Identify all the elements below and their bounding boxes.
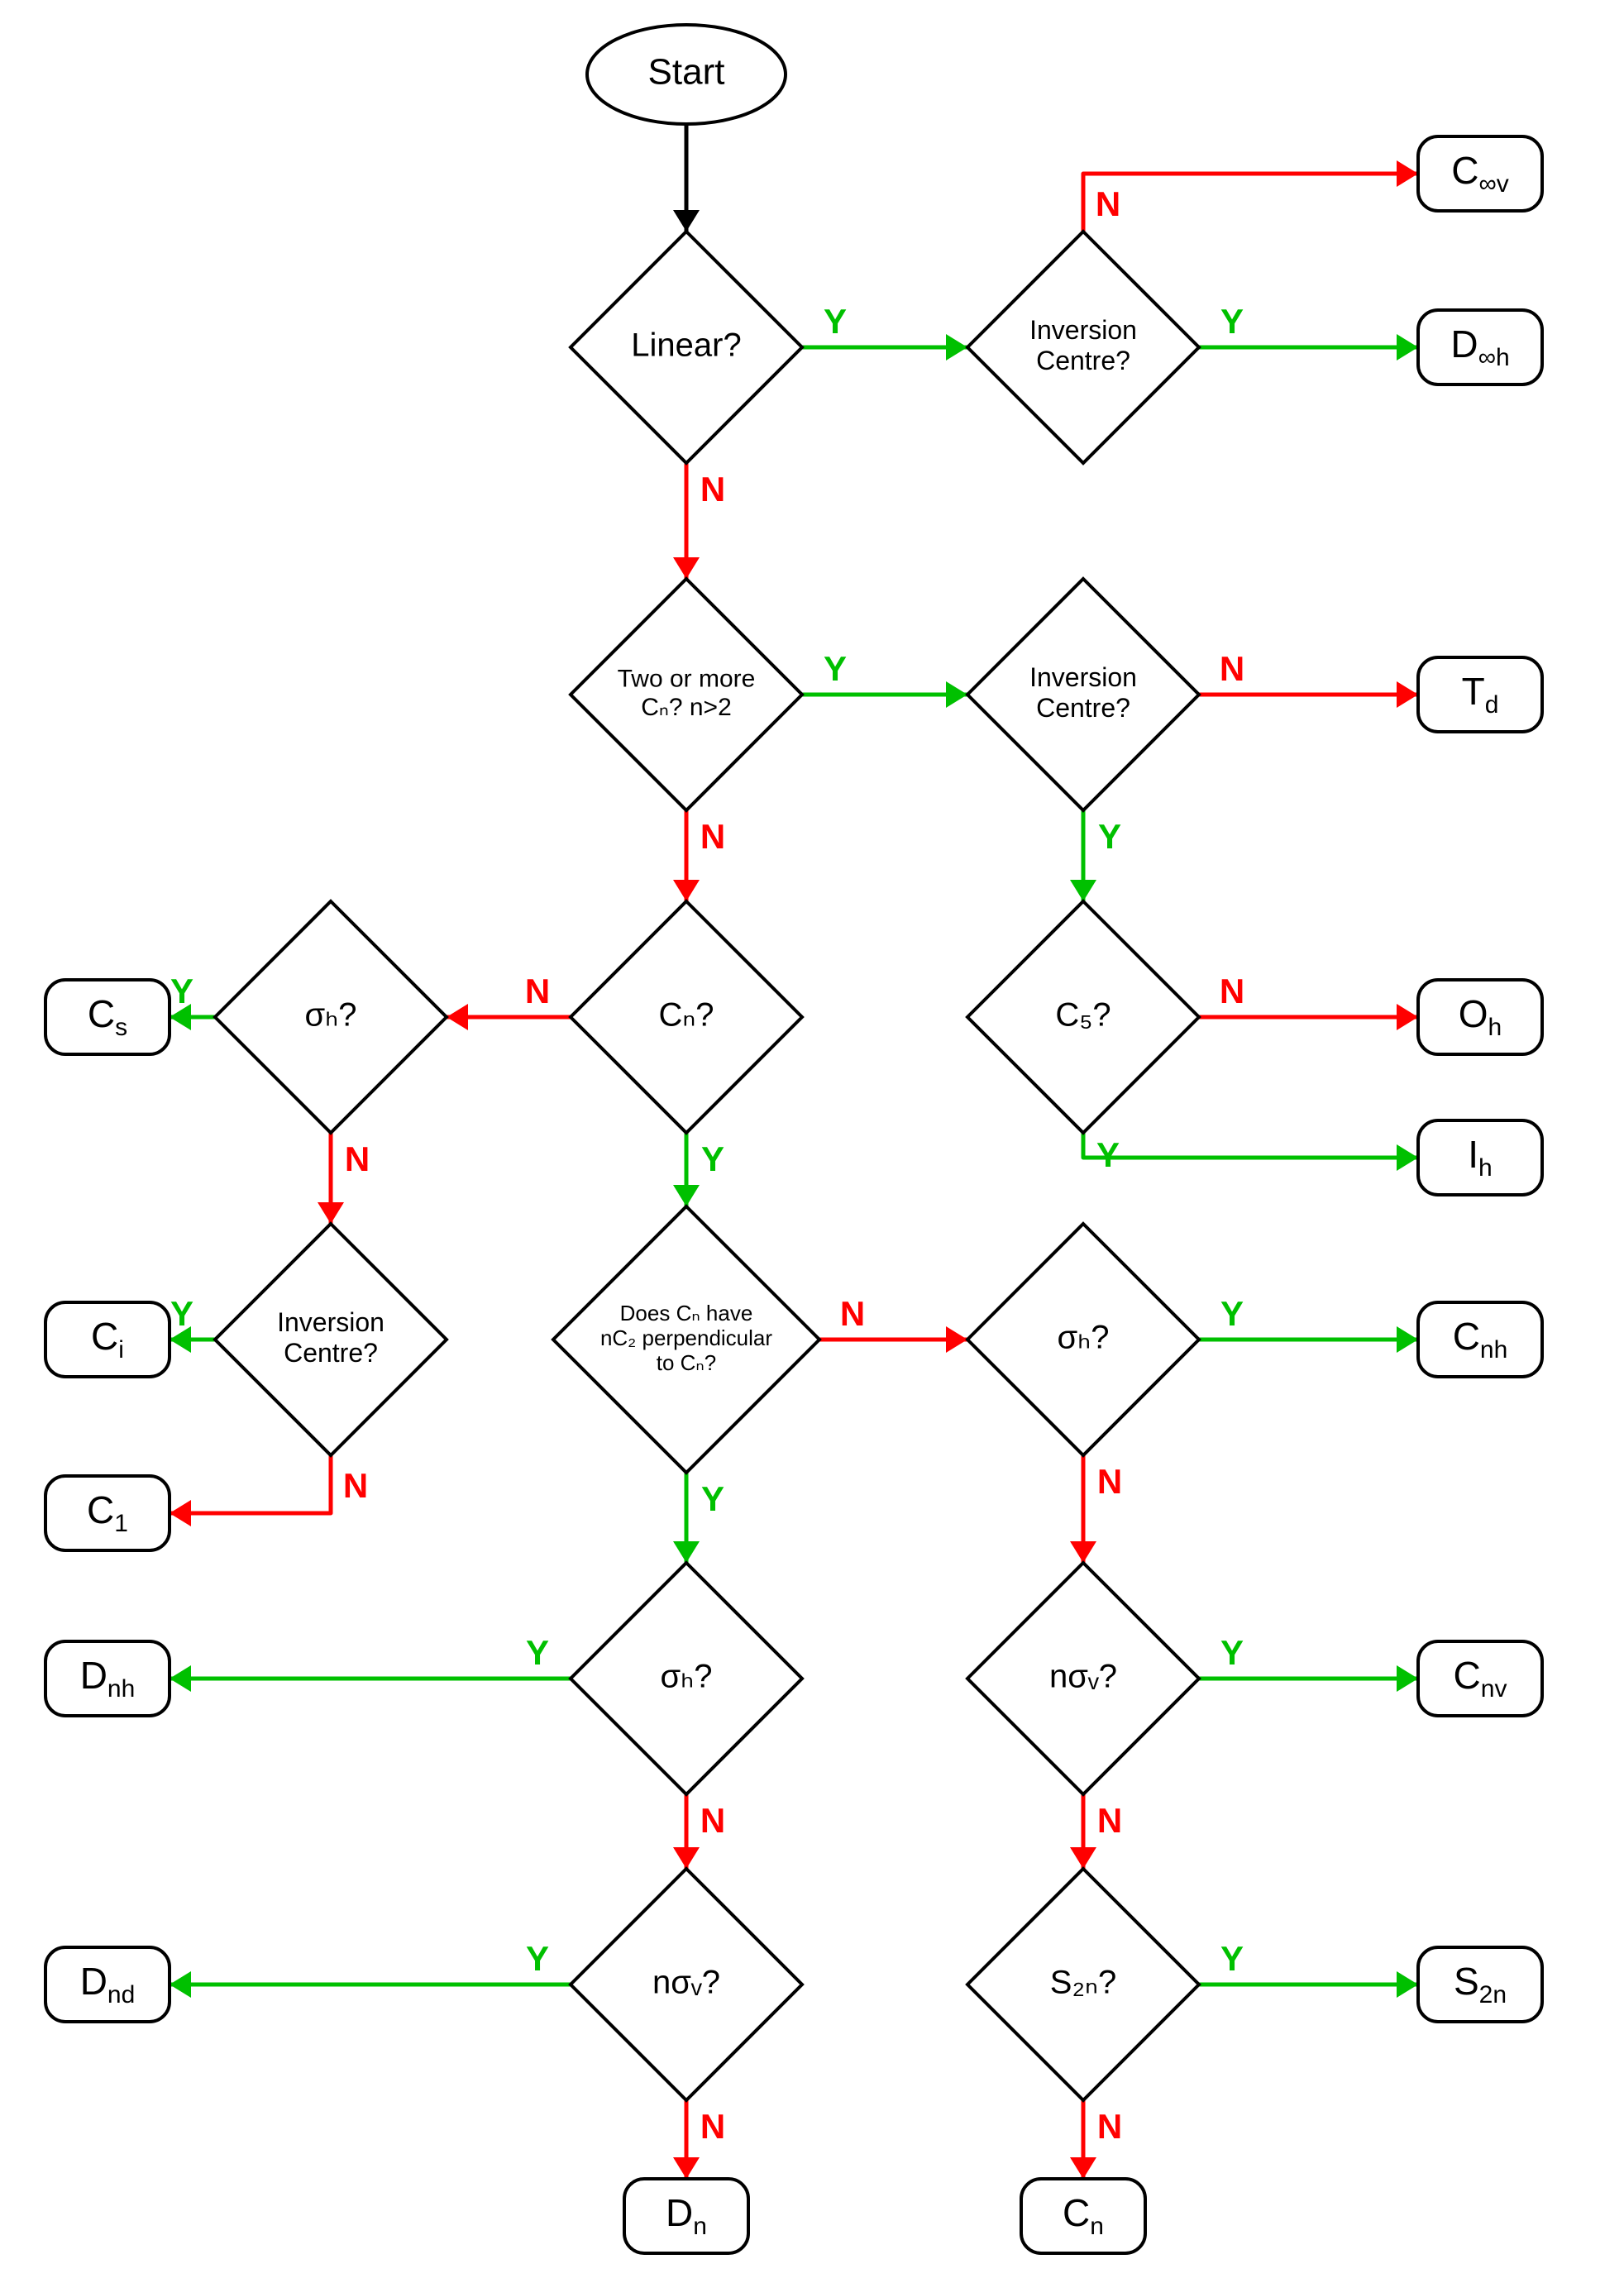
svg-text:Linear?: Linear? [631, 327, 741, 364]
edge-label-s2n_q-t_cn: N [1097, 2107, 1122, 2146]
node-t_cinfv: C∞v [1418, 136, 1542, 211]
edge-label-sigmah_l-invc_left: N [345, 1139, 370, 1178]
edge-label-linear-twocn: N [700, 470, 725, 509]
node-t_dnh: Dnh [45, 1641, 170, 1716]
svg-text:σₕ?: σₕ? [660, 1659, 712, 1695]
svg-text:Centre?: Centre? [1036, 346, 1130, 375]
svg-text:S₂ₙ?: S₂ₙ? [1050, 1965, 1116, 2001]
node-t_ci: Ci [45, 1302, 170, 1377]
node-t_oh: Oh [1418, 980, 1542, 1054]
svg-text:Inversion: Inversion [1029, 315, 1137, 345]
svg-text:Centre?: Centre? [1036, 693, 1130, 723]
edge-label-twocn-invc_mid: Y [824, 649, 847, 688]
edge-label-twocn-cn: N [700, 817, 725, 856]
node-t_td: Td [1418, 657, 1542, 732]
point-group-flowchart: Y N Y Y N N Y N N Y Y N Y N Y Y N Y N Y N Y N Y N N Y N Start Linear?… [0, 0, 1624, 2283]
svg-text:Does Cₙ have: Does Cₙ have [620, 1301, 753, 1325]
edge-label-nsigmav_l-t_dnd: Y [526, 1939, 549, 1978]
edge-label-sigmah_l-t_cs: Y [170, 972, 193, 1010]
edge-label-linear-invc_top: Y [824, 302, 847, 341]
svg-text:Cₙ?: Cₙ? [658, 997, 714, 1034]
edge-label-invc_top-t_dinfh: Y [1220, 302, 1244, 341]
svg-text:Centre?: Centre? [284, 1338, 378, 1368]
svg-text:C₅?: C₅? [1055, 997, 1111, 1034]
edge-label-s2n_q-t_s2n: Y [1220, 1939, 1244, 1978]
svg-text:nC₂ perpendicular: nC₂ perpendicular [600, 1325, 772, 1350]
edge-label-perp-sigmah_r: N [840, 1294, 865, 1333]
edge-label-nsigmav_r-s2n_q: N [1097, 1801, 1122, 1840]
svg-text:Start: Start [648, 52, 725, 93]
node-start: Start [587, 25, 786, 124]
edge-label-sigmah_r-t_cnh: Y [1220, 1294, 1244, 1333]
svg-text:nσᵥ?: nσᵥ? [652, 1965, 720, 2001]
edge-label-invc_left_to_c1: N [343, 1466, 368, 1505]
svg-text:Cₙ? n>2: Cₙ? n>2 [641, 694, 732, 721]
node-t_dn: Dn [624, 2179, 748, 2253]
edge-label-sigmah_b-t_dnh: Y [526, 1633, 549, 1672]
node-t_c1: C1 [45, 1476, 170, 1550]
svg-text:Inversion: Inversion [1029, 662, 1137, 692]
svg-text:Two or more: Two or more [618, 666, 756, 693]
node-t_ih: Ih [1418, 1120, 1542, 1195]
svg-text:σₕ?: σₕ? [1057, 1320, 1109, 1356]
node-t_dnd: Dnd [45, 1947, 170, 2022]
svg-text:to Cₙ?: to Cₙ? [657, 1350, 717, 1375]
edge-label-c5_to_ih: Y [1096, 1135, 1120, 1174]
edge-label-perp-sigmah_b: Y [701, 1479, 724, 1518]
node-t_cnh: Cnh [1418, 1302, 1542, 1377]
node-t_cn: Cn [1021, 2179, 1145, 2253]
edge-label-nsigmav_r-t_cnv: Y [1220, 1633, 1244, 1672]
node-t_s2n: S2n [1418, 1947, 1542, 2022]
edge-label-cn-sigmah_l: N [525, 972, 550, 1010]
edge-label-sigmah_b-nsigmav_l: N [700, 1801, 725, 1840]
edge-label-invc_mid-t_td: N [1220, 649, 1244, 688]
edge-label-c5-t_oh: N [1220, 972, 1244, 1010]
edge-label-sigmah_r-nsigmav_r: N [1097, 1462, 1122, 1501]
svg-text:nσᵥ?: nσᵥ? [1049, 1659, 1117, 1695]
edge-label-cn-perp: Y [701, 1139, 724, 1178]
node-t_dinfh: D∞h [1418, 310, 1542, 384]
edge-label-invc_mid-c5: Y [1098, 817, 1121, 856]
svg-text:σₕ?: σₕ? [304, 997, 356, 1034]
edge-label-invc_left-t_ci: Y [170, 1294, 193, 1333]
edge-label-nsigmav_l-t_dn: N [700, 2107, 725, 2146]
edge-label-invc_top_to_cinfv: N [1096, 184, 1120, 223]
svg-text:Inversion: Inversion [277, 1307, 385, 1337]
node-t_cnv: Cnv [1418, 1641, 1542, 1716]
node-t_cs: Cs [45, 980, 170, 1054]
